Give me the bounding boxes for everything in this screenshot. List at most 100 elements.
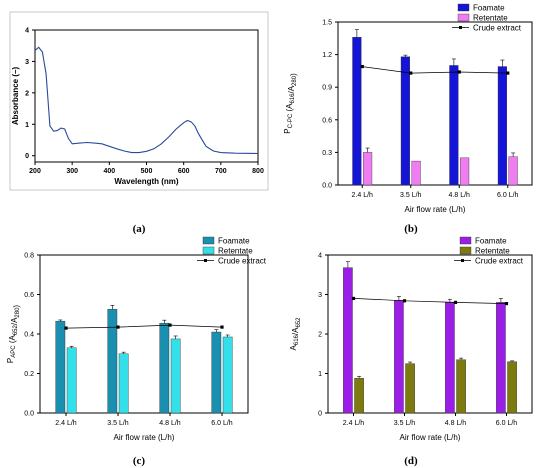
panel-c-ytick-label: 0.8 <box>24 253 34 260</box>
panel-d-ylabel-rest: /A <box>291 327 300 335</box>
panel-b-ylabel-main: P <box>283 128 292 133</box>
panel-b-crude-point <box>360 64 364 69</box>
panel-d-category-label: 2.4 L/h <box>343 420 365 427</box>
panel-c-bar-retentate <box>170 338 181 414</box>
panel-c-crude-point <box>116 325 120 329</box>
panel-b-ylabel-rest: (A <box>285 103 294 114</box>
panel-c-ytick-label: 0.2 <box>24 371 34 378</box>
panel-b-bar-retentate <box>460 157 470 186</box>
panel-b-ytick-label: 1.2 <box>322 52 332 59</box>
panel-d-ytick-label: 1 <box>318 371 322 378</box>
panel-b-bar-retentate <box>363 152 373 186</box>
panel-a-xtick-label: 800 <box>252 168 264 175</box>
panel-a-xtick-label: 400 <box>103 168 115 175</box>
panel-d: 0 1 2 3 4 2.4 L/h 3.5 L/h 4.8 L/h 6.0 L/h Air flo… <box>289 236 533 467</box>
panel-b-ylabel-sub2: 616 <box>290 93 296 104</box>
panel-d-legend-crude: Crude extract <box>475 257 524 266</box>
panel-c-legend-retentate: Retentate <box>218 247 253 256</box>
panel-c-crude-point <box>168 323 172 327</box>
panel-c-bar-retentate <box>222 336 233 414</box>
panel-d-category-label: 6.0 L/h <box>496 420 518 427</box>
panel-c-category-label: 4.8 L/h <box>159 420 181 427</box>
panel-c-bar-foamate <box>107 309 118 414</box>
panel-b-bar-foamate <box>352 37 362 186</box>
panel-d-legend-foamate: Foamate <box>475 237 507 246</box>
panel-d-crude-point <box>453 300 458 304</box>
panel-d-ylabel-sub2: 652 <box>296 317 302 328</box>
panel-a-xtick-label: 500 <box>141 168 153 175</box>
panel-c-ylabel-sub1: APC <box>11 345 17 358</box>
panel-a-xtick-label: 300 <box>66 168 78 175</box>
panel-b-legend-crude: Crude extract <box>473 24 522 33</box>
panel-d-bar-foamate <box>445 302 455 414</box>
panel-d-bar-foamate <box>343 267 353 414</box>
panel-d-crude-point <box>504 301 509 306</box>
panel-c-bar-retentate <box>66 347 77 414</box>
panel-b-bar-retentate <box>411 160 421 186</box>
panel-d-bar-retentate <box>456 359 466 414</box>
panel-a-xtick-label: 700 <box>215 168 227 175</box>
panel-c-ytick-label: 0.6 <box>24 292 34 299</box>
panel-c-legend-swatch-retentate <box>202 246 215 255</box>
panel-c-ylabel-sub2: 652 <box>13 324 19 335</box>
panel-c-category-label: 3.5 L/h <box>107 420 129 427</box>
panel-b-category-label: 6.0 L/h <box>497 192 519 199</box>
panel-c-bar-retentate <box>118 353 129 414</box>
panel-d-legend-swatch-foamate <box>459 236 472 245</box>
panel-d-legend-retentate: Retentate <box>475 247 510 256</box>
panel-d-bar-foamate <box>496 302 506 414</box>
panel-a-ylabel: Absorbance (–) <box>11 67 20 126</box>
panel-c-ylabel-sub3: 280 <box>15 307 21 318</box>
panel-c-ytick-label: 0.4 <box>24 332 34 339</box>
panel-c-ylabel-main: P <box>6 358 15 363</box>
panel-d-category-label: 4.8 L/h <box>445 420 467 427</box>
panel-a-xtick-label: 600 <box>178 168 190 175</box>
panel-b-legend-swatch-foamate <box>457 3 470 12</box>
panel-c-crude-point <box>64 326 68 330</box>
panel-b-bar-foamate <box>449 65 459 186</box>
panel-a-frame <box>9 11 269 191</box>
panel-a-ytick-label: 2 <box>25 90 29 97</box>
panel-b-bar-foamate <box>497 66 507 186</box>
panel-b-ylabel-sub3: 280 <box>292 75 298 86</box>
panel-d-ylabel: A616/A652 <box>289 317 302 351</box>
panel-d-xlabel: Air flow rate (L/h) <box>400 433 461 442</box>
panel-c-label: (c) <box>133 455 146 467</box>
panel-b-bar-retentate <box>508 156 518 186</box>
panel-b-legend-marker-crude <box>459 26 462 29</box>
panel-a-xlabel: Wavelength (nm) <box>114 177 178 186</box>
panel-b-crude-point <box>506 71 510 75</box>
panel-c-bar-foamate <box>211 331 222 414</box>
panel-c-ylabel-close: ) <box>12 305 21 308</box>
panel-c-bar-foamate <box>55 320 66 414</box>
panel-b: 0.0 0.3 0.6 0.9 1.2 1.5 2.4 L/h 3.5 L/h 4.8 L/h 6… <box>283 4 533 235</box>
panel-d-ytick-label: 2 <box>318 332 322 339</box>
panel-b-ylabel-sub1: C-PC <box>288 113 294 128</box>
panel-d-bar-retentate <box>354 378 364 414</box>
panel-c-ylabel: PAPC (A652/A280) <box>6 305 21 364</box>
panel-c-category-label: 2.4 L/h <box>55 420 77 427</box>
panel-c-crude-point <box>220 325 224 329</box>
panel-d-ytick-label: 0 <box>318 411 322 418</box>
panel-b-plot-area <box>337 21 533 186</box>
panel-b-crude-line <box>362 66 508 74</box>
panel-b-legend-foamate: Foamate <box>473 4 505 13</box>
panel-c-bar-foamate <box>159 322 170 414</box>
panel-c-ylabel-rest: (A <box>8 335 17 346</box>
panel-a-spectrum-line <box>34 46 259 155</box>
panel-c-legend-foamate: Foamate <box>218 237 250 246</box>
panel-a-ytick-label: 0 <box>25 153 29 160</box>
panel-b-ylabel-slash: /A <box>287 85 296 93</box>
panel-b-label: (b) <box>404 223 418 235</box>
panel-d-crude-line <box>353 298 507 304</box>
panel-b-legend-retentate: Retentate <box>473 14 508 23</box>
panel-a-xtick-label: 200 <box>29 168 41 175</box>
panel-c-crude-line <box>65 324 223 329</box>
panel-b-ytick-label: 1.5 <box>322 20 332 27</box>
panel-c: 0.0 0.2 0.4 0.6 0.8 2.4 L/h 3.5 L/h 4.8 L/h 6.0 … <box>6 237 267 468</box>
panel-c-xlabel: Air flow rate (L/h) <box>114 433 175 442</box>
panel-c-category-label: 6.0 L/h <box>211 420 233 427</box>
panel-b-ytick-label: 0.6 <box>322 117 332 124</box>
